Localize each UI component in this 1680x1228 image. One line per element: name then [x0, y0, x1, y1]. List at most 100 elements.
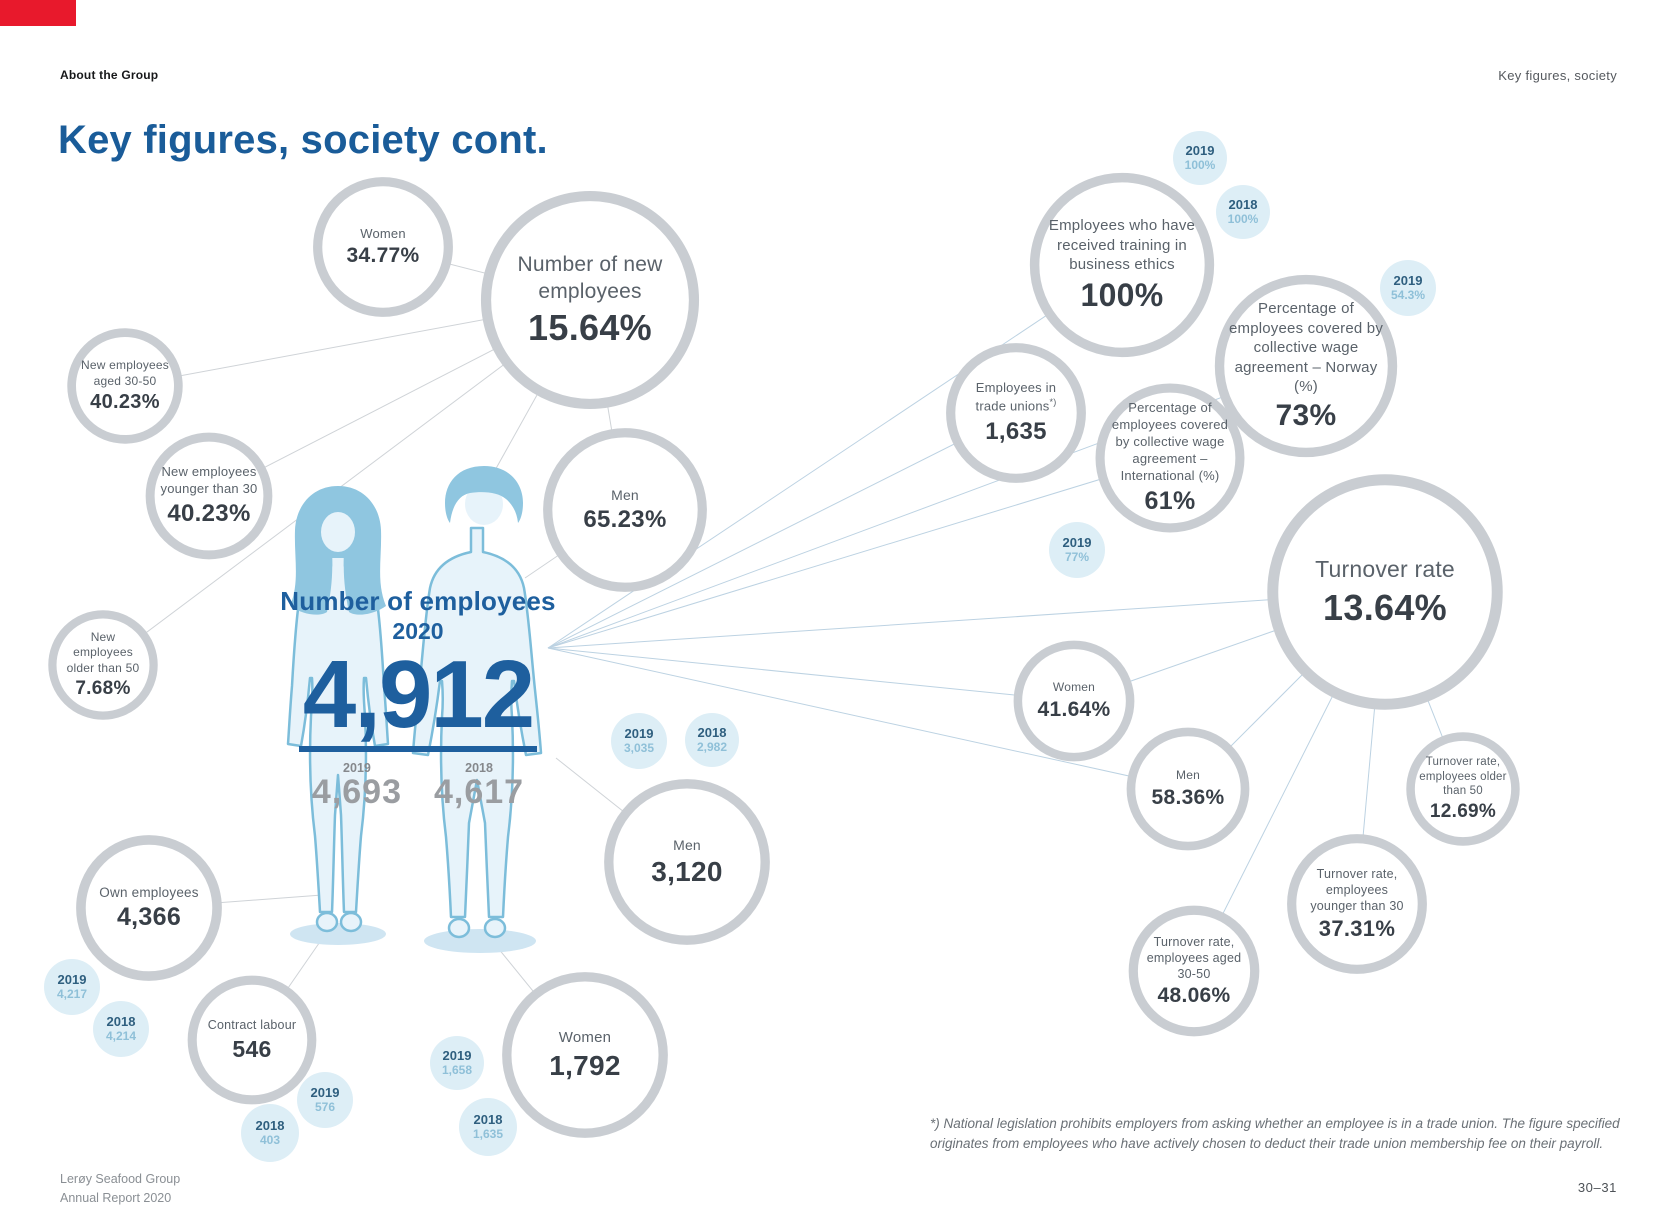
stat-value: 1,635: [985, 417, 1047, 445]
employee-figures: [286, 466, 543, 953]
stat-label: Contract labour: [207, 1018, 297, 1033]
footer-publication: Lerøy Seafood Group Annual Report 2020: [60, 1170, 180, 1209]
year-bubble-women-2018: 2018 1,635: [459, 1098, 517, 1156]
year-label: 2018: [106, 1013, 136, 1029]
year-label: 2019: [624, 725, 654, 741]
stat-value: 37.31%: [1318, 916, 1396, 942]
footer-report: Annual Report 2020: [60, 1191, 172, 1206]
stat-label: Men: [673, 836, 701, 853]
year-value: 1,635: [472, 1126, 504, 1141]
stat-circle-turnover-under-30: Turnover rate, employees younger than 30…: [1286, 833, 1428, 975]
year-value: 3,035: [623, 740, 655, 755]
year-value: 54.3%: [1390, 287, 1426, 302]
previous-year-2018: 2018 4,617: [434, 761, 524, 811]
stat-circle-wage-agreement-international: Percentage of employees covered by colle…: [1094, 382, 1246, 534]
stat-circle-new-over-50: New employees older than 50 7.68%: [48, 610, 158, 720]
year-bubble-contract-2019: 2019 576: [297, 1072, 353, 1128]
stat-label: Women: [558, 1029, 612, 1047]
woman-face: [321, 512, 355, 552]
stat-circle-new-men-pct: Men 65.23%: [541, 426, 709, 594]
stat-value: 1,792: [549, 1049, 621, 1081]
stat-value: 7.68%: [75, 678, 131, 700]
year-bubble-men-2018: 2018 2,982: [685, 713, 739, 767]
stat-circle-new-under-30: New employees younger than 30 40.23%: [145, 432, 273, 560]
stat-label: Men: [1176, 768, 1200, 783]
stat-value: 34.77%: [346, 244, 420, 268]
year-bubble-norway-2019: 2019 54.3%: [1380, 260, 1436, 316]
stat-value: 3,120: [651, 856, 723, 888]
prev-year-label: 2018: [465, 761, 493, 775]
stat-value: 12.69%: [1429, 801, 1497, 823]
year-label: 2018: [473, 1111, 503, 1127]
year-label: 2019: [1393, 272, 1423, 288]
stat-label: Turnover rate, employees aged 30-50: [1146, 934, 1242, 982]
year-value: 100%: [1184, 157, 1216, 172]
stat-label: New employees aged 30-50: [81, 357, 169, 388]
page-number: 30–31: [1577, 1180, 1617, 1195]
year-label: 2019: [310, 1084, 340, 1100]
prev-year-label: 2019: [343, 761, 371, 775]
year-label: 2019: [57, 971, 87, 987]
year-bubble-own-2019: 2019 4,217: [44, 959, 100, 1015]
stat-value: 4,366: [116, 903, 182, 932]
stat-circle-own-employees: Own employees 4,366: [75, 834, 223, 982]
footnote-marker: *): [1049, 397, 1057, 408]
year-label: 2019: [1185, 142, 1215, 158]
stat-circle-wage-agreement-norway: Percentage of employees covered by colle…: [1212, 272, 1400, 460]
stat-value: 58.36%: [1151, 785, 1225, 809]
stat-circle-turnover-men: Men 58.36%: [1126, 727, 1250, 851]
stat-circle-trade-unions: Employees in trade unions*) 1,635: [945, 342, 1087, 484]
employees-total: 4,912: [302, 641, 535, 748]
year-label: 2019: [442, 1047, 472, 1063]
year-bubble-women-2019: 2019 1,658: [430, 1036, 484, 1090]
man-shadow: [424, 929, 536, 953]
man-figure: [411, 466, 543, 939]
stat-value: 15.64%: [528, 307, 652, 349]
stat-label: Turnover rate: [1315, 556, 1455, 583]
stat-circle-ethics-training: Employees who have received training in …: [1027, 170, 1217, 360]
stat-value: 546: [232, 1035, 272, 1062]
stat-value: 48.06%: [1157, 984, 1231, 1008]
year-value: 4,217: [56, 986, 88, 1001]
stat-label: Own employees: [99, 884, 199, 900]
year-value: 403: [259, 1132, 281, 1147]
stat-circle-contract-labour: Contract labour 546: [187, 975, 317, 1105]
stat-circle-turnover-women: Women 41.64%: [1013, 640, 1135, 762]
brand-red-tab: [0, 0, 76, 26]
year-bubble-contract-2018: 2018 403: [241, 1104, 299, 1162]
year-label: 2018: [255, 1117, 285, 1133]
previous-year-2019: 2019 4,693: [312, 761, 402, 811]
stat-value: 40.23%: [167, 499, 251, 527]
stat-label: New employees older than 50: [66, 629, 140, 675]
running-header: Key figures, society: [1498, 68, 1617, 83]
year-bubble-own-2018: 2018 4,214: [93, 1001, 149, 1057]
stat-value: 73%: [1275, 398, 1337, 432]
year-value: 4,214: [105, 1028, 137, 1043]
prev-year-value: 4,617: [434, 773, 525, 811]
underline-rule: [299, 746, 537, 752]
stat-label: Women: [360, 225, 406, 241]
stat-label: Turnover rate, employees younger than 30: [1310, 866, 1404, 914]
stat-value: 41.64%: [1037, 697, 1111, 721]
employees-title: Number of employees: [280, 586, 556, 616]
footer-company: Lerøy Seafood Group: [60, 1172, 181, 1186]
stat-circle-new-30-50: New employees aged 30-50 40.23%: [67, 328, 183, 444]
stat-value: 61%: [1144, 486, 1196, 515]
year-value: 2,982: [696, 739, 728, 754]
number-of-employees-block: Number of employees 2020 4,912 2019 4,69…: [258, 586, 578, 811]
year-bubble-men-2019: 2019 3,035: [611, 713, 667, 769]
year-value: 1,658: [441, 1062, 473, 1077]
year-value: 576: [314, 1099, 336, 1114]
stat-circle-new-women-pct: Women 34.77%: [312, 176, 454, 318]
stat-label: Number of new employees: [517, 252, 663, 303]
stat-label: Percentage of employees covered by colle…: [1228, 300, 1384, 396]
stat-label: Employees in trade unions*): [961, 380, 1072, 415]
stat-circle-turnover-30-50: Turnover rate, employees aged 30-50 48.06…: [1128, 905, 1260, 1037]
year-label: 2018: [1228, 196, 1258, 212]
stat-label: Men: [611, 486, 639, 503]
stat-label: Employees who have received training in …: [1048, 217, 1196, 274]
stat-value: 65.23%: [583, 506, 667, 534]
year-value: 100%: [1227, 211, 1259, 226]
year-value: 77%: [1064, 549, 1090, 564]
